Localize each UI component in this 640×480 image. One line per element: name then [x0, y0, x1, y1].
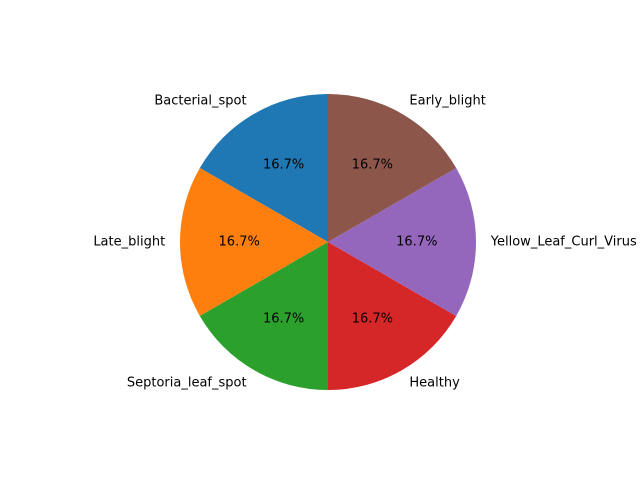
percent-label-bacterial-spot: 16.7% [263, 158, 304, 173]
pie-slice-yellow-leaf-curl-virus [328, 168, 476, 316]
percent-label-yellow-leaf-curl-virus: 16.7% [396, 235, 437, 250]
pie-slice-healthy [328, 242, 457, 390]
pie-slice-septoria-leaf-spot [199, 242, 328, 390]
slice-label-healthy: Healthy [409, 375, 460, 390]
percent-label-healthy: 16.7% [352, 311, 393, 326]
pie-slice-late-blight [180, 168, 328, 316]
percent-labels: 16.7% 16.7% 16.7% 16.7% 16.7% 16.7% [219, 158, 438, 327]
slice-label-septoria-leaf-spot: Septoria_leaf_spot [127, 375, 247, 390]
percent-label-late-blight: 16.7% [219, 235, 260, 250]
pie-slices [180, 94, 476, 390]
slice-labels: Bacterial_spot Late_blight Septoria_leaf_s… [93, 94, 637, 391]
slice-label-early-blight: Early_blight [409, 94, 485, 109]
pie-slice-bacterial-spot [199, 94, 328, 242]
percent-label-early-blight: 16.7% [352, 158, 393, 173]
slice-label-bacterial-spot: Bacterial_spot [154, 94, 246, 109]
pie-slice-early-blight [328, 94, 457, 242]
percent-label-septoria-leaf-spot: 16.7% [263, 311, 304, 326]
slice-label-late-blight: Late_blight [93, 235, 165, 250]
slice-label-yellow-leaf-curl-virus: Yellow_Leaf_Curl_Virus [490, 235, 637, 250]
